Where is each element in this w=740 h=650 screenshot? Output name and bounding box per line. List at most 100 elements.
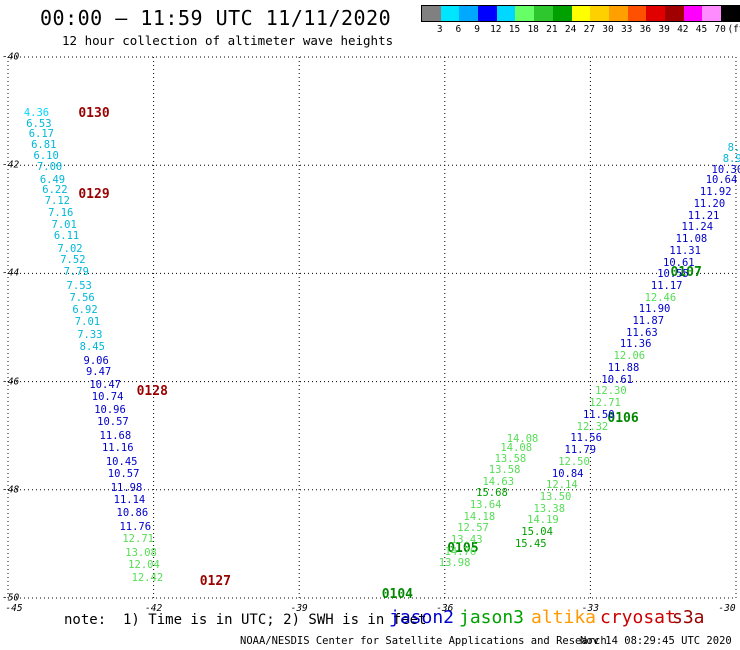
legend-swatch xyxy=(459,6,479,21)
swh-value: 8.45 xyxy=(79,341,105,354)
legend-swatch xyxy=(721,6,740,21)
swh-value: 11.24 xyxy=(681,221,714,234)
swh-value: 15.45 xyxy=(514,537,547,550)
swh-value: 13.64 xyxy=(469,499,502,512)
swh-value: 7.02 xyxy=(57,243,83,256)
legend-label: 18 xyxy=(527,24,539,35)
swh-value: 14.76 xyxy=(444,546,477,559)
swh-value: 12.50 xyxy=(558,455,590,468)
swh-value: 6.11 xyxy=(53,230,80,243)
y-tick-label: -48 xyxy=(2,484,20,496)
swh-value: 6.81 xyxy=(31,139,57,152)
swh-value: 14.08 xyxy=(500,442,533,455)
legend-label: 6 xyxy=(455,24,462,35)
legend-label: 42 xyxy=(677,24,689,35)
legend-swatch xyxy=(627,6,647,21)
swh-value: 12.14 xyxy=(546,479,578,491)
y-tick-label: -50 xyxy=(2,592,20,604)
swh-value: 12.30 xyxy=(595,385,627,398)
swh-value: 6.10 xyxy=(33,150,59,163)
swh-value: 7.53 xyxy=(66,279,92,292)
swh-value: 10.86 xyxy=(116,507,149,520)
credit-text: NOAA/NESDIS Center for Satellite Applica… xyxy=(240,635,607,647)
legend-label: 27 xyxy=(583,24,596,35)
swh-value: 13.43 xyxy=(450,534,483,547)
x-tick-label: -45 xyxy=(5,603,23,614)
swh-value: 11.36 xyxy=(619,338,652,351)
y-tick-label: -46 xyxy=(2,376,20,388)
swh-value: 13.50 xyxy=(539,490,572,503)
swh-value: 6.92 xyxy=(72,304,98,317)
swh-value: 10.96 xyxy=(94,404,126,417)
satellite-jason2: jason2 xyxy=(389,607,455,628)
swh-value: 12.04 xyxy=(128,558,160,571)
x-tick-label: -36 xyxy=(436,603,454,614)
note-text: note: 1) Time is in UTC; 2) SWH is in fe… xyxy=(64,612,427,628)
swh-value: 11.16 xyxy=(101,442,134,455)
swh-value: 7.56 xyxy=(69,291,95,304)
legend-swatch xyxy=(571,6,591,21)
swh-value: 6.22 xyxy=(42,183,68,196)
x-tick-label: -30 xyxy=(718,603,736,614)
page-title: 00:00 – 11:59 UTC 11/11/2020 xyxy=(40,6,392,30)
swh-value: 11.21 xyxy=(687,209,720,222)
legend-label: 36 xyxy=(639,24,652,35)
swh-value: 12.71 xyxy=(589,397,621,410)
swh-value: 12.06 xyxy=(613,350,646,363)
swh-value: 6.53 xyxy=(26,117,52,130)
swh-value: 4.36 xyxy=(23,106,50,119)
x-tick-label: -39 xyxy=(290,603,308,614)
legend-label: 39 xyxy=(658,24,670,35)
y-tick-label: -40 xyxy=(2,51,20,63)
legend-swatch xyxy=(646,6,665,21)
legend-label: 70 xyxy=(714,24,726,35)
swh-value: 10.64 xyxy=(705,174,738,187)
swh-value: 6.17 xyxy=(28,128,54,141)
legend-label: 45 xyxy=(695,24,708,35)
legend-swatch xyxy=(590,6,609,21)
swh-value: 13.38 xyxy=(533,502,566,515)
swh-value: 11.98 xyxy=(110,481,143,494)
legend-swatch xyxy=(552,6,572,21)
satellite-cryosat: cryosat xyxy=(600,607,676,628)
legend-label: 21 xyxy=(546,24,558,35)
swh-value: 12.46 xyxy=(644,291,677,304)
satellite-s3a: s3a xyxy=(672,607,705,628)
swh-value: 7.00 xyxy=(36,160,63,173)
swh-value: 10.57 xyxy=(97,416,129,429)
swh-value: 11.56 xyxy=(570,432,602,445)
swh-value: 7.52 xyxy=(60,253,86,266)
pass-number: 0128 xyxy=(136,384,168,400)
pass-number: 0130 xyxy=(78,105,110,121)
legend-swatch xyxy=(440,6,460,21)
swh-value: 11.76 xyxy=(119,520,152,533)
swh-value: 7.79 xyxy=(63,266,89,279)
swh-value: 14.63 xyxy=(482,475,515,488)
swh-value: 11.63 xyxy=(626,326,658,339)
legend-swatch xyxy=(664,6,684,21)
swh-value: 10.84 xyxy=(551,467,584,480)
swh-value: 10.61 xyxy=(601,373,633,386)
swh-value: 11.87 xyxy=(632,315,665,328)
swh-value: 15.68 xyxy=(476,487,508,500)
swh-value: 11.68 xyxy=(99,429,132,442)
swh-value: 9.06 xyxy=(83,354,109,367)
swh-value: 12.42 xyxy=(131,572,164,585)
swh-value: 10.55 xyxy=(657,268,689,281)
swh-value: 11.17 xyxy=(650,279,683,292)
swh-value: 11.08 xyxy=(675,232,708,245)
swh-value: 7.01 xyxy=(51,218,77,231)
swh-value: 8. xyxy=(727,141,740,154)
swh-value: 9.47 xyxy=(85,366,112,379)
swh-value: 10.30 xyxy=(711,163,740,176)
swh-value: 14.19 xyxy=(527,514,559,527)
swh-value: 10.57 xyxy=(107,467,140,480)
page-subtitle: 12 hour collection of altimeter wave hei… xyxy=(62,33,394,48)
swh-value: 12.57 xyxy=(457,522,489,535)
swh-value: 13.58 xyxy=(488,463,521,476)
legend-swatch xyxy=(515,6,535,21)
y-tick-label: -42 xyxy=(2,159,20,171)
legend-swatch xyxy=(702,6,721,21)
